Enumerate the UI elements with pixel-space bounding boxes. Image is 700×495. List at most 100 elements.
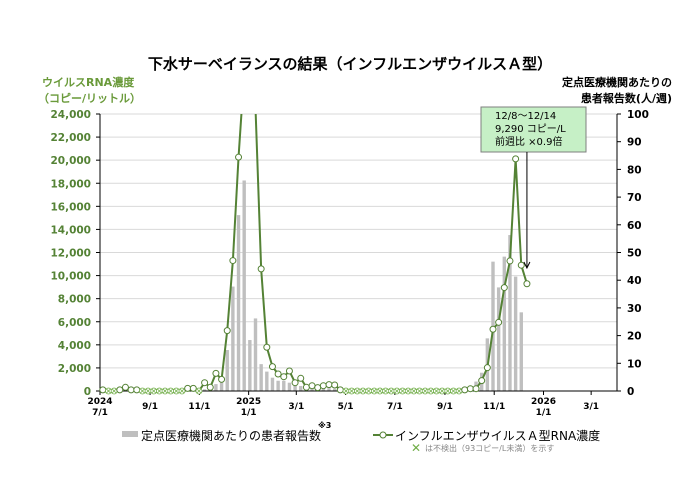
right-tick-label: 90: [627, 137, 642, 149]
chart-title: 下水サーベイランスの結果（インフルエンザウイルスＡ型）: [148, 55, 552, 73]
nondetect-marker: [343, 388, 349, 394]
bar: [214, 384, 218, 391]
bar: [513, 276, 518, 391]
left-tick-label: 20,000: [50, 155, 91, 167]
line-point: [500, 284, 508, 292]
line-point: [336, 386, 344, 394]
line-point: [331, 381, 339, 389]
bar: [502, 256, 507, 391]
left-tick-label: 2,000: [58, 363, 91, 375]
line-point: [512, 155, 520, 163]
right-tick-label: 100: [627, 109, 649, 121]
left-tick-label: 6,000: [58, 317, 91, 329]
line-point: [116, 386, 124, 394]
bar: [253, 318, 258, 391]
nondetect-marker: [417, 388, 422, 394]
line-point: [291, 379, 299, 387]
nondetect-marker: [445, 388, 451, 394]
line-point: [461, 386, 469, 394]
x-tick-label: 3/1: [583, 402, 599, 412]
line-point: [99, 386, 107, 394]
line-point: [184, 384, 192, 392]
x-tick-label: 9/1: [142, 402, 158, 412]
legend-bar-swatch: [122, 431, 138, 437]
line-point: [201, 379, 209, 387]
bar: [299, 386, 303, 391]
line-point: [523, 280, 531, 288]
nondetect-marker: [422, 388, 428, 394]
bar: [225, 350, 229, 391]
line-point: [506, 257, 514, 265]
annotation-line3: 前週比 ×0.9倍: [495, 135, 562, 148]
bar: [231, 286, 235, 391]
right-tick-label: 40: [627, 275, 642, 287]
nondetect-marker: [157, 388, 162, 394]
line-point: [235, 153, 243, 161]
nondetect-marker: [428, 388, 434, 394]
x-tick-label: 3/1: [288, 402, 304, 412]
bar: [321, 388, 326, 391]
line-point: [297, 374, 305, 382]
line-point: [319, 382, 327, 390]
nondetect-marker: [383, 388, 388, 394]
bar: [287, 382, 292, 391]
nondetect-marker: [411, 388, 417, 394]
line-point: [274, 370, 282, 378]
line-point: [302, 383, 310, 391]
bar: [496, 287, 501, 391]
nondetect-marker: [168, 388, 173, 394]
nondetect-marker: [371, 388, 377, 394]
bar: [248, 340, 252, 391]
bar: [519, 312, 523, 391]
line-point: [472, 385, 480, 393]
left-tick-label: 4,000: [58, 340, 91, 352]
left-tick-label: 18,000: [50, 178, 91, 190]
annotation-line2: 9,290 コピー/L: [495, 123, 566, 135]
left-tick-label: 22,000: [50, 132, 91, 144]
line-point: [268, 363, 276, 371]
legend-nd-note: は不検出（93コピー/L未満）を示す: [425, 443, 554, 453]
line-point: [127, 386, 135, 394]
line-point: [489, 325, 497, 333]
nondetect-marker: [456, 388, 462, 394]
nondetect-marker: [377, 388, 383, 394]
nondetect-marker: [434, 388, 439, 394]
bar: [332, 388, 337, 391]
line-point: [308, 382, 316, 390]
rna-line: [102, 114, 528, 391]
right-axis-label-2: 患者報告数(人/週): [581, 91, 672, 105]
nondetect-marker: [405, 388, 411, 394]
nondetect-marker: [140, 388, 145, 394]
right-tick-label: 60: [627, 220, 642, 232]
line-point: [325, 381, 333, 389]
right-tick-label: 30: [627, 303, 642, 315]
nondetect-marker: [439, 388, 445, 394]
x-tick-label: 9/1: [437, 402, 453, 412]
line-point: [223, 327, 231, 335]
right-tick-label: 50: [627, 248, 642, 260]
bar: [242, 180, 246, 391]
line-point: [263, 343, 271, 351]
left-tick-label: 16,000: [50, 201, 91, 213]
line-point: [314, 384, 322, 392]
bar: [219, 382, 224, 391]
nondetect-marker: [400, 388, 405, 394]
nondetect-marker: [179, 388, 185, 394]
line-point: [133, 386, 141, 394]
nondetect-marker: [174, 388, 179, 394]
line-point: [257, 265, 265, 273]
line-point: [121, 383, 129, 391]
x-tick-label: 11/1: [188, 402, 210, 412]
line-point: [466, 385, 474, 393]
nondetect-marker: [451, 388, 456, 394]
annotation-arrowhead: [523, 261, 531, 270]
bar: [270, 377, 275, 391]
x-tick-label: 7/1: [92, 408, 108, 418]
nondetect-marker: [349, 388, 354, 394]
bar: [276, 380, 280, 391]
bar: [265, 371, 269, 391]
line-point: [218, 375, 226, 383]
nondetect-marker: [111, 388, 117, 394]
x-tick-year: 2024: [87, 397, 112, 407]
line-point: [280, 373, 288, 381]
